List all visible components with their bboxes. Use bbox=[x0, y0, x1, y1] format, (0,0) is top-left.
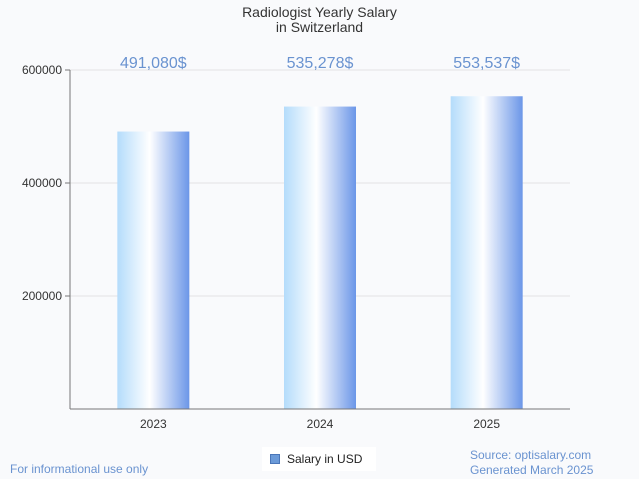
data-label-2025: 553,537$ bbox=[453, 55, 520, 72]
data-label-2023: 491,080$ bbox=[120, 55, 187, 72]
x-tick-label-2025: 2025 bbox=[473, 417, 500, 431]
generated-text: Generated March 2025 bbox=[470, 463, 594, 477]
bar-2024 bbox=[284, 106, 356, 409]
chart-title-line-2: in Switzerland bbox=[275, 19, 364, 35]
y-tick-label-600000: 600000 bbox=[22, 63, 62, 77]
x-tick-label-2023: 2023 bbox=[140, 417, 167, 431]
chart-title-line-1: Radiologist Yearly Salary bbox=[242, 4, 397, 20]
chart-legend: Salary in USD bbox=[262, 447, 376, 471]
bar-2023 bbox=[117, 131, 190, 409]
data-label-2024: 535,278$ bbox=[287, 55, 354, 72]
legend-label: Salary in USD bbox=[287, 452, 363, 466]
bar-2025 bbox=[450, 96, 523, 410]
source-text: Source: optisalary.com bbox=[470, 448, 592, 462]
x-tick-label-2024: 2024 bbox=[307, 417, 334, 431]
legend-swatch bbox=[270, 454, 280, 464]
y-tick-label-400000: 400000 bbox=[22, 176, 62, 190]
disclaimer-text: For informational use only bbox=[10, 462, 149, 476]
y-tick-label-200000: 200000 bbox=[22, 289, 62, 303]
